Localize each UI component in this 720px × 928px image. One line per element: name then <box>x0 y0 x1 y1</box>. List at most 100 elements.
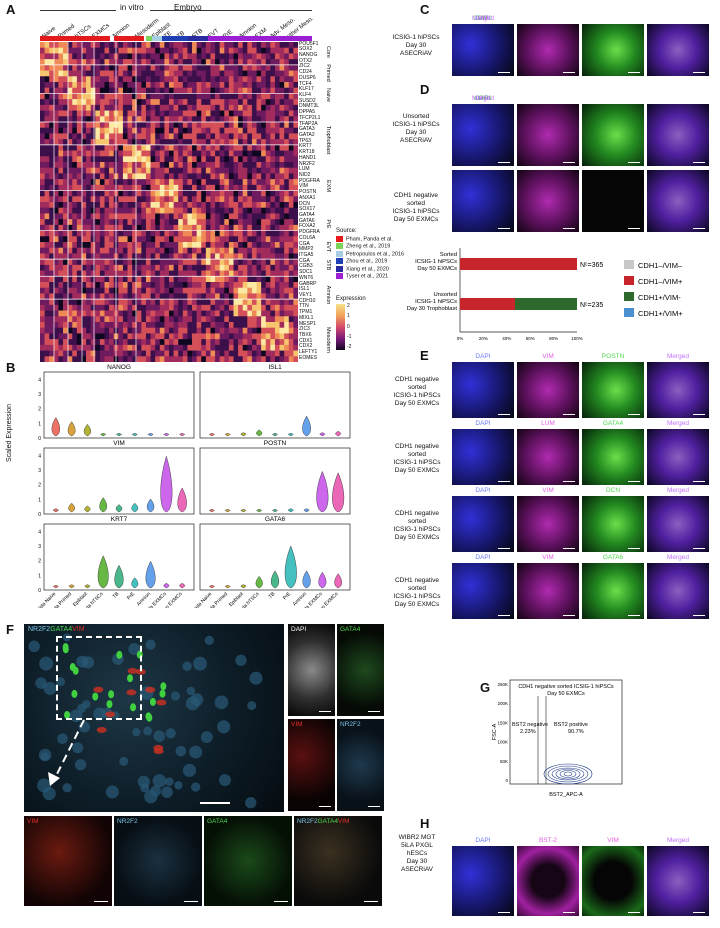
heatmap-cell <box>233 333 239 340</box>
heatmap-cell <box>247 339 253 346</box>
heatmap-cell <box>136 282 142 289</box>
heatmap-cell <box>40 150 45 157</box>
heatmap-cell <box>270 76 276 83</box>
heatmap-cell <box>215 144 220 151</box>
gata4-cell <box>149 697 156 706</box>
heatmap-cell <box>86 242 91 249</box>
heatmap-cell <box>251 322 257 329</box>
channel-label: GATA4 <box>340 626 361 633</box>
violin-gene-title: KRT7 <box>111 516 128 523</box>
scale-bar <box>628 228 640 229</box>
heatmap-cell <box>58 156 64 163</box>
cell-nucleus <box>182 763 197 777</box>
heatmap-cell <box>192 104 197 111</box>
heatmap-cell <box>201 139 207 146</box>
heatmap-cell <box>118 236 124 243</box>
heatmap-cell <box>164 242 170 249</box>
heatmap-cell <box>265 82 271 89</box>
heatmap-cell <box>210 190 216 197</box>
heatmap-cell <box>210 207 216 214</box>
heatmap-cell <box>44 127 50 134</box>
heatmap-cell <box>104 230 110 237</box>
heatmap-cell <box>279 93 285 100</box>
heatmap-cell <box>288 133 294 140</box>
heatmap-cell <box>242 139 248 146</box>
heatmap-cell <box>150 276 156 283</box>
micrograph-merged <box>647 563 709 619</box>
heatmap-cell <box>118 184 124 191</box>
heatmap-cell <box>99 224 105 231</box>
micrograph-lum <box>517 429 579 485</box>
heatmap-cell <box>196 87 202 94</box>
heatmap-cell <box>284 339 290 346</box>
heatmap-cell <box>99 173 105 180</box>
heatmap-cell <box>40 259 45 266</box>
heatmap-cell <box>293 127 298 134</box>
heatmap-cell <box>150 282 156 289</box>
heatmap-cell <box>178 350 184 357</box>
heatmap-cell <box>53 207 59 214</box>
heatmap-cell <box>44 304 50 311</box>
heatmap-cell <box>164 104 170 111</box>
heatmap-cell <box>247 139 253 146</box>
heatmap-cell <box>293 299 298 306</box>
heatmap-cell <box>150 304 156 311</box>
heatmap-cell <box>141 333 147 340</box>
heatmap-cell <box>44 333 50 340</box>
heatmap-cell <box>127 87 133 94</box>
heatmap-cell <box>122 184 128 191</box>
channel-label: DAPI <box>475 15 491 22</box>
heatmap-cell <box>132 59 138 66</box>
heatmap-cell <box>67 242 73 249</box>
heatmap-cell <box>192 236 197 243</box>
heatmap-cell <box>261 293 267 300</box>
heatmap-cell <box>219 156 225 163</box>
heatmap-cell <box>127 190 133 197</box>
violin-shape <box>131 502 139 513</box>
violin-xtick: TB <box>268 591 277 600</box>
heatmap-cell <box>270 139 276 146</box>
heatmap-cell <box>67 150 73 157</box>
heatmap-cell <box>270 144 276 151</box>
heatmap-cell <box>233 162 239 169</box>
gata4-cell <box>108 690 115 699</box>
heatmap-cell <box>72 270 78 277</box>
heatmap-cell <box>63 70 68 77</box>
heatmap-cell <box>187 276 193 283</box>
heatmap-cell <box>72 247 78 254</box>
heatmap-cell <box>284 47 290 54</box>
heatmap-cell <box>104 47 110 54</box>
panel-f-letter: F <box>6 622 14 637</box>
heatmap-cell <box>145 179 151 186</box>
heatmap-cell <box>219 93 225 100</box>
heatmap-cell <box>122 202 128 209</box>
heatmap-cell <box>72 76 78 83</box>
heatmap-cell <box>63 99 68 106</box>
heatmap-cell <box>187 59 193 66</box>
heatmap-cell <box>293 190 298 197</box>
heatmap-cell <box>173 310 179 317</box>
scale-bar <box>498 414 510 415</box>
heatmap-cell <box>95 184 101 191</box>
heatmap-cell <box>279 322 285 329</box>
heatmap-cell <box>228 242 234 249</box>
heatmap-cell <box>63 276 68 283</box>
heatmap-cell <box>274 259 280 266</box>
heatmap-cell <box>164 76 170 83</box>
heatmap-cell <box>86 53 91 60</box>
heatmap-cell <box>81 127 87 134</box>
heatmap-cell <box>155 322 161 329</box>
heatmap-cell <box>76 282 82 289</box>
heatmap-cell <box>169 64 174 71</box>
heatmap-cell <box>90 93 96 100</box>
heatmap-cell <box>72 213 78 220</box>
heatmap-cell <box>95 122 101 129</box>
heatmap-cell <box>224 122 230 129</box>
heatmap-cell <box>99 196 105 203</box>
micrograph-bottom-3: NR2F2GATA4VIM <box>294 816 382 906</box>
heatmap-cell <box>136 82 142 89</box>
heatmap-cell <box>279 116 285 123</box>
heatmap-cell <box>173 156 179 163</box>
micrograph-gata4 <box>582 429 644 485</box>
heatmap-cell <box>279 299 285 306</box>
